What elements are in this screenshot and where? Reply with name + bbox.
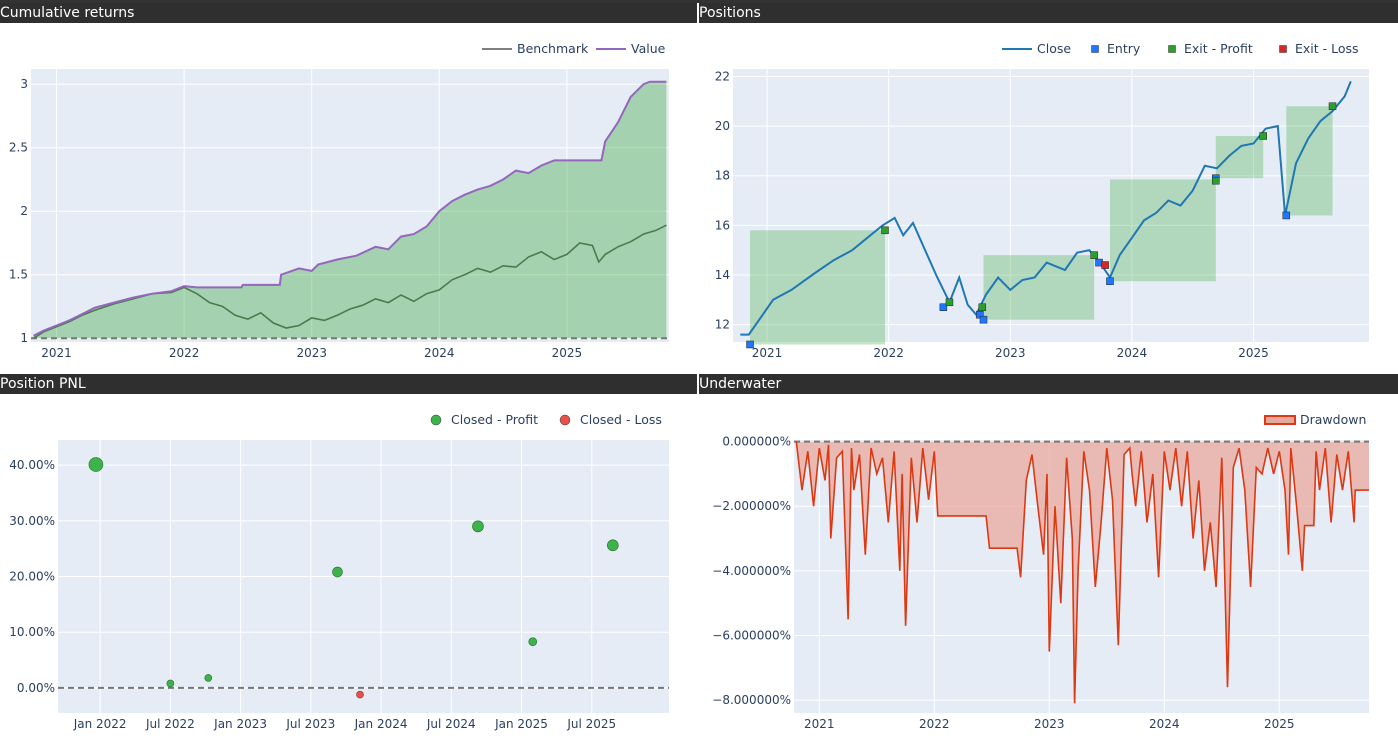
closed-profit-legend-label: Closed - Profit: [451, 412, 538, 427]
drawdown-fill-area: [796, 441, 1369, 704]
exit-profit-marker: [945, 298, 954, 307]
exit-profit-marker: [978, 303, 987, 312]
drawdown-legend-swatch: [1264, 415, 1296, 425]
positions-x-tick-label: 2022: [873, 346, 904, 360]
cumulative-x-tick-label: 2023: [296, 346, 327, 360]
positions-y-tick-label: 16: [715, 218, 730, 232]
pnl-x-tick-label: Jul 2025: [566, 717, 616, 731]
pnl-y-tick-label: 30.00%: [9, 514, 55, 528]
entry-legend-swatch: [1091, 45, 1099, 53]
pnl-y-tick-label: 10.00%: [9, 625, 55, 639]
exit-loss-legend-label: Exit - Loss: [1295, 41, 1359, 56]
underwater-x-tick-label: 2022: [919, 717, 950, 731]
positions-y-tick-label: 22: [715, 69, 730, 83]
exit-profit-marker: [1328, 102, 1337, 110]
entry-marker: [939, 303, 948, 312]
exit-profit-marker: [881, 226, 889, 235]
cumulative-x-tick-label: 2024: [424, 346, 455, 360]
entry-marker: [1106, 277, 1114, 285]
top-strip: [0, 0, 1398, 3]
cumulative-x-tick-label: 2021: [41, 346, 72, 360]
position-pnl-title: Position PNL: [0, 374, 697, 394]
cumulative-y-tick-label: 2: [20, 204, 28, 218]
value-fill-area: [33, 81, 667, 339]
profit-point: [204, 674, 213, 682]
underwater-y-tick-label: −2.000000%: [712, 499, 791, 513]
benchmark-legend-label: Benchmark: [517, 41, 589, 56]
drawdown-legend-label: Drawdown: [1300, 412, 1366, 427]
profit-point: [332, 566, 343, 578]
entry-marker: [746, 340, 754, 349]
close-legend-label: Close: [1037, 41, 1071, 56]
positions-x-tick-label: 2023: [995, 346, 1026, 360]
underwater-y-tick-label: 0.000000%: [722, 435, 791, 449]
profit-point: [528, 637, 538, 646]
underwater-x-tick-label: 2025: [1264, 717, 1295, 731]
pnl-x-tick-label: Jul 2024: [426, 717, 476, 731]
entry-marker: [1282, 211, 1291, 220]
position-box: [983, 255, 1095, 320]
position-box: [1215, 136, 1264, 179]
value-legend-label: Value: [631, 41, 666, 56]
closed-loss-legend-label: Closed - Loss: [580, 412, 662, 427]
cumulative-x-tick-label: 2022: [169, 346, 200, 360]
underwater-x-tick-label: 2023: [1034, 717, 1065, 731]
entry-marker: [979, 315, 988, 324]
positions-plot-area: [733, 69, 1369, 342]
loss-point: [356, 690, 364, 699]
closed-loss-legend-swatch: [559, 414, 571, 426]
profit-point: [88, 457, 104, 472]
cumulative-returns-title: Cumulative returns: [0, 3, 697, 23]
pnl-x-tick-label: Jan 2024: [354, 717, 408, 731]
pnl-y-tick-label: 40.00%: [9, 458, 55, 472]
underwater-y-tick-label: −8.000000%: [712, 693, 791, 707]
underwater-y-tick-label: −4.000000%: [712, 564, 791, 578]
closed-profit-legend-swatch: [430, 414, 442, 426]
exit-profit-legend-swatch: [1168, 45, 1176, 53]
pnl-y-tick-label: 20.00%: [9, 570, 55, 584]
underwater-x-tick-label: 2021: [804, 717, 835, 731]
profit-point: [607, 539, 619, 552]
drawdown-line: [795, 441, 1369, 704]
exit-loss-marker: [1101, 261, 1109, 269]
cumulative-y-tick-label: 2.5: [9, 141, 28, 155]
pnl-y-tick-label: 0.00%: [17, 681, 55, 695]
cumulative-x-tick-label: 2025: [552, 346, 583, 360]
positions-x-tick-label: 2024: [1117, 346, 1148, 360]
pnl-x-tick-label: Jan 2023: [213, 717, 267, 731]
position-box: [1109, 179, 1216, 282]
positions-x-tick-label: 2021: [752, 346, 783, 360]
underwater-x-tick-label: 2024: [1149, 717, 1180, 731]
underwater-title: Underwater: [699, 374, 1398, 394]
exit-profit-marker: [1090, 251, 1098, 259]
positions-y-tick-label: 18: [715, 169, 730, 183]
value-line: [33, 80, 667, 337]
pnl-x-tick-label: Jan 2022: [73, 717, 127, 731]
cumulative-y-tick-label: 1.5: [9, 268, 28, 282]
exit-profit-legend-label: Exit - Profit: [1184, 41, 1253, 56]
profit-point: [472, 520, 484, 533]
position-box: [1286, 106, 1333, 216]
exit-loss-legend-swatch: [1279, 45, 1287, 53]
cumulative-y-tick-label: 3: [20, 77, 28, 91]
exit-profit-marker: [1212, 176, 1220, 185]
profit-point: [166, 679, 175, 688]
underwater-y-tick-label: −6.000000%: [712, 628, 791, 642]
pnl-x-tick-label: Jul 2023: [285, 717, 335, 731]
positions-y-tick-label: 14: [715, 268, 730, 282]
cumulative-y-tick-label: 1: [20, 331, 28, 345]
exit-profit-marker: [1259, 132, 1267, 140]
positions-y-tick-label: 20: [715, 119, 730, 133]
pnl-x-tick-label: Jan 2025: [494, 717, 548, 731]
pnl-x-tick-label: Jul 2022: [145, 717, 195, 731]
positions-title: Positions: [699, 3, 1398, 23]
entry-legend-label: Entry: [1107, 41, 1141, 56]
positions-y-tick-label: 12: [715, 318, 730, 332]
position-box: [750, 230, 886, 345]
positions-x-tick-label: 2025: [1238, 346, 1269, 360]
